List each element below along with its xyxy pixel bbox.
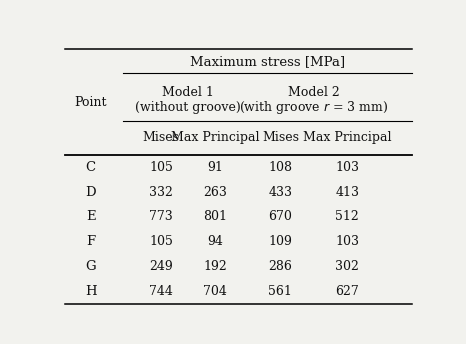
- Text: 105: 105: [149, 235, 173, 248]
- Text: 286: 286: [268, 260, 292, 273]
- Text: Max Principal: Max Principal: [171, 131, 260, 144]
- Text: 744: 744: [149, 284, 173, 298]
- Text: 263: 263: [204, 186, 227, 199]
- Text: 332: 332: [149, 186, 173, 199]
- Text: 704: 704: [204, 284, 227, 298]
- Text: D: D: [85, 186, 96, 199]
- Text: 627: 627: [336, 284, 359, 298]
- Text: (with groove $r$ = 3 mm): (with groove $r$ = 3 mm): [239, 99, 388, 116]
- Text: 302: 302: [335, 260, 359, 273]
- Text: Max Principal: Max Principal: [303, 131, 391, 144]
- Text: 109: 109: [268, 235, 292, 248]
- Text: Model 2: Model 2: [288, 86, 340, 99]
- Text: 108: 108: [268, 161, 292, 174]
- Text: F: F: [86, 235, 96, 248]
- Text: Point: Point: [75, 96, 107, 109]
- Text: 192: 192: [204, 260, 227, 273]
- Text: C: C: [86, 161, 96, 174]
- Text: 94: 94: [207, 235, 223, 248]
- Text: Model 1: Model 1: [162, 86, 214, 99]
- Text: (without groove): (without groove): [136, 101, 241, 114]
- Text: 512: 512: [336, 211, 359, 224]
- Text: 249: 249: [149, 260, 173, 273]
- Text: Mises: Mises: [262, 131, 299, 144]
- Text: 670: 670: [268, 211, 292, 224]
- Text: 433: 433: [268, 186, 292, 199]
- Text: 103: 103: [335, 161, 359, 174]
- Text: 103: 103: [335, 235, 359, 248]
- Text: 91: 91: [207, 161, 223, 174]
- Text: 561: 561: [268, 284, 292, 298]
- Text: H: H: [85, 284, 96, 298]
- Text: 773: 773: [149, 211, 173, 224]
- Text: 413: 413: [335, 186, 359, 199]
- Text: 801: 801: [203, 211, 227, 224]
- Text: E: E: [86, 211, 96, 224]
- Text: Mises: Mises: [143, 131, 180, 144]
- Text: Maximum stress [MPa]: Maximum stress [MPa]: [190, 55, 345, 68]
- Text: G: G: [85, 260, 96, 273]
- Text: 105: 105: [149, 161, 173, 174]
